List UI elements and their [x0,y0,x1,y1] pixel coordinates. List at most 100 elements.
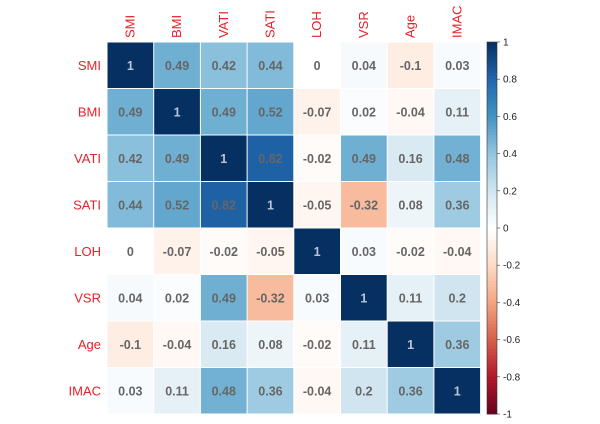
cell-value-label: -0.04 [396,105,425,119]
heatmap-cell [247,228,295,275]
colorbar-segment [487,324,497,328]
cell-value-label: 0.08 [258,338,282,352]
colorbar-segment [487,383,497,387]
cell-value-label: -0.02 [210,245,239,259]
colorbar-segment [487,172,497,176]
heatmap-cell [247,135,295,182]
colorbar-segment [487,113,497,117]
colorbar-segment [487,348,497,353]
cell-value-label: -0.1 [120,338,142,352]
heatmap-cell [200,42,248,89]
heatmap-cell [107,135,154,182]
cell-value-label: 0.03 [445,59,469,73]
cell-value-label: 0.16 [212,338,236,352]
cell-value-label: 0.82 [212,198,236,212]
colorbar-segment [487,110,497,114]
colorbar-segment [487,79,497,83]
heatmap-cell [293,274,341,322]
colorbar-tick-label: 1 [503,38,509,49]
colorbar-segment [487,259,497,263]
cell-value-label: -0.04 [303,384,332,398]
colorbar-segment [487,237,497,241]
colorbar-segment [487,48,497,52]
cell-value-label: 0.44 [258,59,282,73]
heatmap-cell [153,181,201,229]
colorbar-segment [487,252,497,257]
colorbar-segment [487,262,497,266]
colorbar-segment [487,376,497,381]
heatmap-cell [247,88,295,136]
colorbar-segment [487,181,497,185]
row-label: IMAC [69,383,102,398]
cell-value-label: 0.49 [352,152,376,166]
heatmap-cell [247,321,295,368]
colorbar-segment [487,215,497,220]
heatmap-cell [433,367,481,415]
column-label: VSR [356,11,371,38]
colorbar-segment [487,283,497,288]
colorbar-segment [487,336,497,340]
heatmap-cell [340,228,388,275]
heatmap-cell [153,228,201,275]
colorbar-segment [487,231,497,235]
row-label: SMI [78,58,101,73]
colorbar-segment [487,147,497,151]
cell-value-label: -0.07 [303,105,332,119]
colorbar-segment [487,190,497,195]
cell-value-label: 0.36 [445,338,469,352]
cell-value-label: -0.1 [400,59,422,73]
colorbar-segment [487,265,497,269]
cell-value-label: 0.49 [212,291,236,305]
cell-value-label: 0.49 [212,105,236,119]
cell-value-label: 0.16 [398,152,422,166]
colorbar-segment [487,73,497,77]
colorbar-segment [487,224,497,229]
heatmap-cell [153,88,201,136]
colorbar-segment [487,193,497,198]
heatmap-cell [200,228,248,275]
colorbar-segment [487,407,497,412]
heatmap-cell [433,88,481,136]
colorbar-segment [487,314,497,319]
colorbar-segment [487,94,497,99]
colorbar-segment [487,91,497,96]
cell-value-label: 0.2 [449,291,466,305]
cell-value-label: 0.36 [398,384,422,398]
heatmap-cell [387,181,435,229]
cell-value-label: 0.44 [118,198,142,212]
colorbar-segment [487,69,497,74]
cell-value-label: 0.2 [355,384,372,398]
cell-value-label: -0.32 [350,198,379,212]
colorbar-tick-label: -1 [503,410,512,421]
heatmap-cell [433,135,481,182]
heatmap-cell [107,274,154,322]
heatmap-cell [387,274,435,322]
heatmap-cell [153,274,201,322]
cell-value-label: 0.52 [165,198,189,212]
cell-value-label: 0.49 [165,152,189,166]
cell-value-label: 0.11 [399,291,423,305]
cell-value-label: 0.11 [445,105,469,119]
column-label: IMAC [449,6,464,39]
colorbar-segment [487,221,497,226]
cell-value-label: 0.03 [305,291,329,305]
cell-value-label: 0.42 [118,152,142,166]
cell-value-label: 0 [127,245,134,259]
colorbar-segment [487,197,497,201]
heatmap-cell [247,274,295,322]
heatmap-cell [433,321,481,368]
colorbar-segment [487,178,497,182]
heatmap-cell [200,321,248,368]
colorbar-segment [487,169,497,173]
colorbar-segment [487,398,497,402]
cell-value-label: 1 [314,245,321,259]
colorbar-segment [487,144,497,148]
colorbar-segment [487,333,497,337]
heatmap-cell [293,228,341,275]
heatmap-cell [107,42,154,89]
cell-value-label: 0.36 [258,384,282,398]
column-label: Age [403,15,418,38]
colorbar-segment [487,234,497,238]
cell-value-label: -0.02 [303,338,332,352]
colorbar-segment [487,206,497,210]
